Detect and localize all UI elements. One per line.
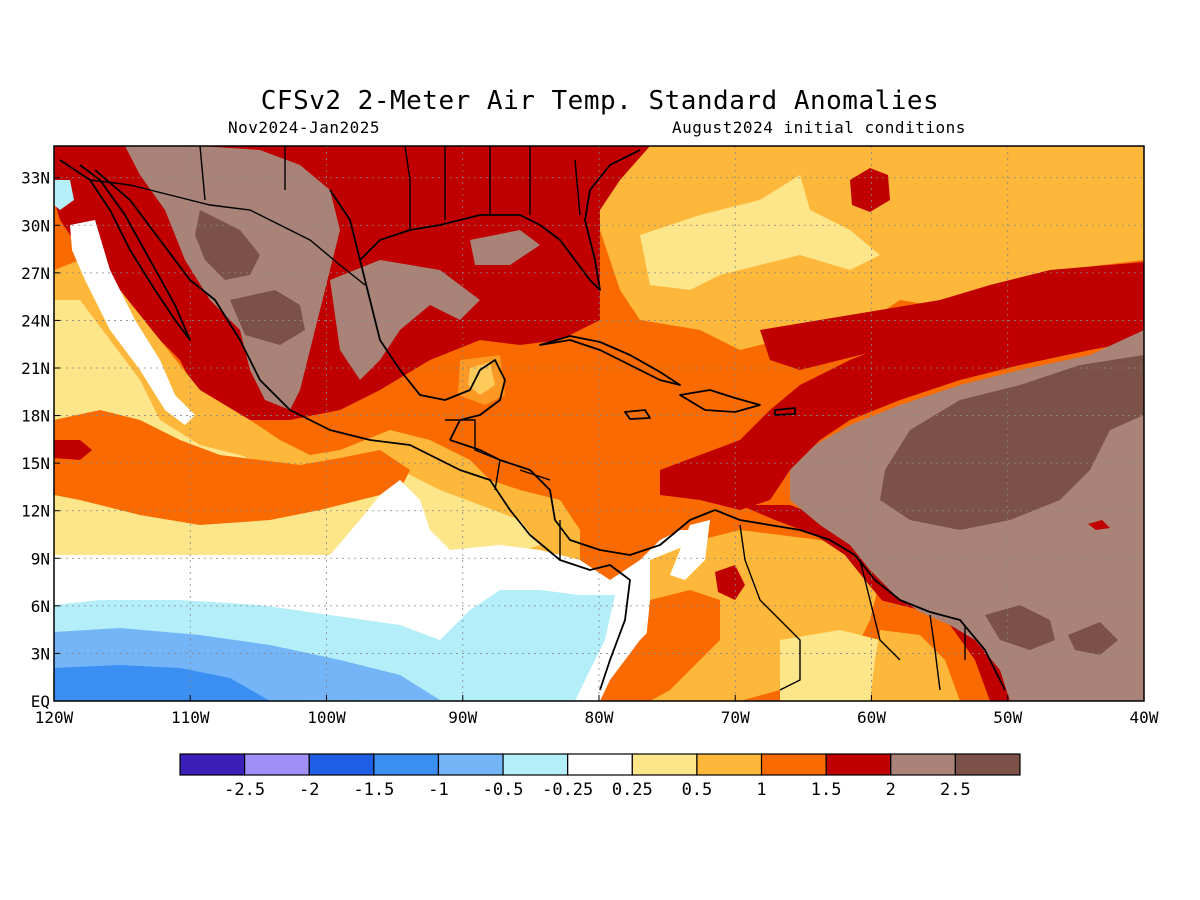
field-cool-1 bbox=[54, 665, 270, 701]
colorbar-label: 1 bbox=[756, 780, 766, 800]
colorbar-swatch bbox=[696, 753, 763, 776]
field-dark-red-atlantic-small bbox=[760, 262, 1144, 370]
field-dark-red-blob bbox=[850, 168, 890, 212]
lon-tick-label: 100W bbox=[307, 708, 346, 727]
colorbar-swatch bbox=[890, 753, 956, 776]
colorbar-label: -0.25 bbox=[542, 780, 593, 800]
lat-tick-label: 12N bbox=[21, 502, 50, 521]
lon-tick-label: 80W bbox=[585, 708, 614, 727]
field-dark-red-diagonal bbox=[660, 265, 1144, 510]
field-atlantic-red-dot bbox=[1088, 520, 1110, 530]
field-cool-baja bbox=[54, 180, 74, 210]
field-mexico-brown-dark bbox=[195, 210, 260, 280]
field-atlantic-warm1b bbox=[870, 150, 1144, 255]
field-yucatan-warm1 bbox=[458, 355, 505, 405]
field-atlantic-pale bbox=[640, 175, 880, 290]
field-pacific-red-spot bbox=[54, 440, 92, 460]
field-sa-warm1-interior bbox=[870, 630, 960, 701]
coastline-puerto-rico bbox=[774, 407, 796, 416]
colorbar-label: -2.5 bbox=[224, 780, 265, 800]
coastline-hispaniola bbox=[679, 389, 761, 413]
field-mexico-brown-dark2 bbox=[230, 290, 305, 345]
lat-tick-label: 24N bbox=[21, 311, 50, 330]
colorbar-label: 1.5 bbox=[811, 780, 842, 800]
field-pacific-orange-band bbox=[54, 410, 410, 525]
field-gulf-brown bbox=[470, 230, 540, 265]
border-us-states bbox=[199, 146, 581, 230]
lat-tick-label: EQ bbox=[31, 692, 50, 711]
initial-conditions-label: August2024 initial conditions bbox=[672, 118, 966, 137]
coastline-gulf bbox=[329, 189, 506, 441]
lon-tick-label: 110W bbox=[171, 708, 210, 727]
field-sa-warm05 bbox=[780, 630, 900, 701]
colorbar-label: 0.5 bbox=[682, 780, 713, 800]
lat-tick-label: 21N bbox=[21, 359, 50, 378]
field-pacific-neutral-north bbox=[70, 220, 195, 425]
colorbar-swatch bbox=[179, 753, 246, 776]
lat-tick-label: 3N bbox=[31, 644, 50, 663]
coastline-south-america-north bbox=[714, 509, 1006, 691]
lat-tick-label: 30N bbox=[21, 216, 50, 235]
field-atlantic-brown-dark bbox=[880, 355, 1144, 530]
lat-tick-label: 33N bbox=[21, 169, 50, 188]
border-central-america bbox=[445, 419, 561, 560]
political-borders bbox=[89, 146, 966, 691]
lat-tick-label: 6N bbox=[31, 597, 50, 616]
lon-tick-label: 70W bbox=[721, 708, 750, 727]
colorbar-swatch bbox=[954, 753, 1021, 776]
coastline-baja bbox=[59, 159, 191, 341]
colorbar-label: -1.5 bbox=[353, 780, 394, 800]
colorbar-swatch bbox=[437, 753, 504, 776]
forecast-period: Nov2024-Jan2025 bbox=[228, 118, 380, 137]
lon-tick-label: 60W bbox=[857, 708, 886, 727]
lon-tick-label: 120W bbox=[35, 708, 74, 727]
colorbar-swatch bbox=[373, 753, 440, 776]
colorbar-swatch bbox=[308, 753, 375, 776]
coastline-jamaica bbox=[624, 409, 651, 420]
coastline-us-gulf bbox=[359, 149, 641, 291]
field-atlantic-brown-dark2 bbox=[985, 605, 1055, 650]
colorbar-swatch bbox=[825, 753, 892, 776]
field-atlantic-brown-dark3 bbox=[1068, 622, 1118, 655]
field-sa-neutral bbox=[670, 520, 710, 580]
colorbar-label: -0.5 bbox=[483, 780, 524, 800]
colorbar-swatch bbox=[760, 753, 827, 776]
border-us-mexico bbox=[89, 179, 366, 286]
colorbar-label: 2 bbox=[886, 780, 896, 800]
colorbar: -2.5 -2 -1.5 -1 -0.5 -0.25 0.25 0.5 1 1.5 2 2.5 bbox=[179, 753, 1021, 800]
colorbar-label: -2 bbox=[299, 780, 319, 800]
coastline-mexico-pacific bbox=[94, 169, 431, 456]
colorbar-swatch bbox=[567, 753, 633, 776]
colorbar-swatch bbox=[502, 753, 569, 776]
coastline-cuba bbox=[539, 335, 681, 386]
lat-tick-label: 27N bbox=[21, 264, 50, 283]
lon-tick-label: 90W bbox=[448, 708, 477, 727]
colorbar-label: -1 bbox=[428, 780, 448, 800]
colorbar-swatch bbox=[244, 753, 310, 776]
field-sa-red-coast bbox=[740, 505, 1010, 701]
border-south-america bbox=[739, 524, 966, 691]
coastline-central-america bbox=[429, 454, 631, 691]
lat-tick-label: 18N bbox=[21, 407, 50, 426]
field-sa-orange bbox=[640, 590, 720, 701]
chart-title: CFSv2 2-Meter Air Temp. Standard Anomali… bbox=[260, 86, 940, 116]
lon-tick-label: 40W bbox=[1130, 708, 1159, 727]
field-sa-red-spot bbox=[715, 565, 745, 600]
lat-tick-label: 15N bbox=[21, 454, 50, 473]
lat-tick-label: 9N bbox=[31, 549, 50, 568]
anomaly-field bbox=[54, 146, 1144, 701]
lon-tick-label: 50W bbox=[993, 708, 1022, 727]
colorbar-label: 0.25 bbox=[612, 780, 653, 800]
colorbar-swatch bbox=[631, 753, 698, 776]
colorbar-label: 2.5 bbox=[940, 780, 971, 800]
